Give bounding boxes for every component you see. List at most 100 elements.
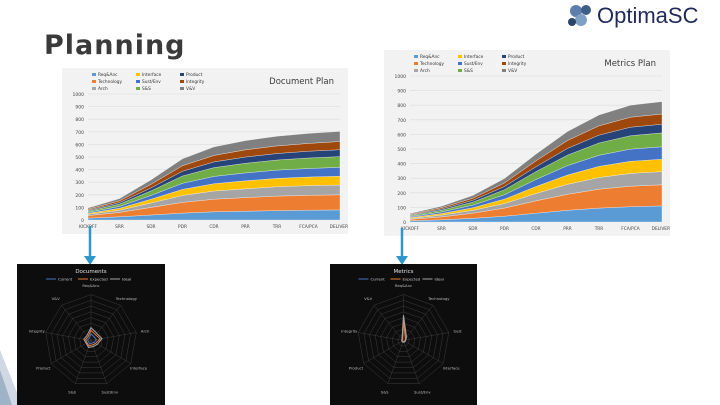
y-tick-label: 400 — [75, 168, 84, 174]
legend-swatch — [458, 69, 462, 72]
radar-axis-label: V&V — [364, 296, 373, 301]
y-tick-label: 400 — [397, 162, 406, 168]
radar-spoke — [403, 332, 449, 341]
legend-swatch — [502, 62, 506, 65]
y-tick-label: 300 — [75, 180, 84, 186]
legend-label: Req&Anc — [420, 54, 440, 60]
radar-spoke — [403, 340, 420, 384]
radar-axis-label: Product — [36, 366, 51, 371]
radar-axis-label: Sust/Env — [414, 390, 431, 395]
chart-title: Document Plan — [269, 77, 334, 87]
radar-spoke — [358, 332, 404, 341]
legend-swatch — [414, 62, 418, 65]
radar-series-ideal — [83, 326, 103, 348]
radar-spoke — [387, 340, 404, 384]
radar-spoke — [363, 340, 404, 364]
x-tick-label: PRR — [563, 226, 572, 232]
y-tick-label: 1000 — [395, 74, 407, 80]
logo-text: OptimaSC — [597, 3, 699, 28]
radar-grid-ring — [386, 323, 421, 357]
x-tick-label: TRR — [594, 226, 604, 232]
legend-swatch — [136, 80, 140, 83]
x-tick-label: TRR — [272, 224, 282, 230]
x-tick-label: PRR — [241, 224, 250, 230]
legend-swatch — [92, 80, 96, 83]
radar-legend-label: Expected — [90, 277, 108, 282]
radar-grid-ring — [85, 334, 97, 347]
radar-grid-ring — [56, 305, 126, 374]
y-tick-label: 900 — [75, 105, 84, 111]
legend-label: Interface — [464, 54, 484, 60]
legend-label: V&V — [186, 86, 195, 92]
y-tick-label: 500 — [75, 155, 84, 161]
logo-mark-icon — [568, 5, 591, 26]
legend-label: Product — [508, 54, 525, 60]
legend-swatch — [502, 69, 506, 72]
radar-grid-ring — [397, 334, 410, 347]
radar-spoke — [90, 332, 137, 341]
radar-axis-label: Technology — [115, 296, 138, 301]
legend-label: Technology — [97, 79, 123, 85]
radar-spoke — [403, 340, 444, 364]
legend-swatch — [180, 87, 184, 90]
y-tick-label: 700 — [397, 118, 406, 124]
y-tick-label: 300 — [397, 176, 406, 182]
radar-grid-ring — [62, 311, 120, 368]
legend-label: Arch — [98, 86, 108, 92]
legend-label: Interface — [142, 72, 162, 78]
slide-edge-decoration — [0, 350, 22, 405]
radar-axis-label: Integrity — [341, 328, 358, 333]
radar-grid-ring — [68, 317, 114, 363]
x-tick-label: PDR — [500, 226, 509, 232]
y-tick-label: 0 — [403, 220, 406, 226]
y-tick-label: 900 — [397, 89, 406, 95]
radar-grid-ring — [380, 317, 427, 363]
x-tick-label: FCA/PCA — [299, 224, 317, 230]
legend-label: Sust/Env — [464, 61, 483, 67]
x-tick-label: SDR — [146, 224, 155, 230]
y-tick-label: 500 — [397, 147, 406, 153]
y-tick-label: 800 — [75, 117, 84, 123]
radar-title: Metrics — [394, 269, 414, 275]
radar-grid-ring — [45, 294, 137, 384]
legend-swatch — [458, 62, 462, 65]
x-tick-label: FCA/PCA — [621, 226, 639, 232]
radar-axis-label: S&S — [381, 390, 389, 395]
metrics-radar-chart: Metrics Current Expected Ideal Req&Anc Techno… — [330, 264, 477, 405]
radar-spoke — [61, 305, 92, 341]
radar-legend-label: Ideal — [122, 277, 131, 282]
slide-title: Planning — [44, 30, 186, 61]
metrics-connector-arrow — [396, 228, 408, 265]
legend-swatch — [502, 55, 506, 58]
x-tick-label: CDR — [531, 226, 540, 232]
radar-grid-ring — [51, 300, 131, 379]
legend-label: V&V — [508, 68, 517, 74]
x-tick-label: SRR — [437, 226, 446, 232]
radar-spoke — [90, 340, 107, 384]
metrics-plan-chart: 0 100 200 300 400 500 600 700 800 900 1000 KICKOFF S… — [384, 50, 670, 236]
radar-legend-label: Ideal — [435, 277, 444, 282]
radar-axis-label: Product — [349, 366, 364, 371]
radar-axis-label: Sust/Env — [101, 390, 118, 395]
radar-spoke — [51, 340, 92, 364]
area-series-v-v — [87, 131, 341, 210]
x-tick-label: DELIVERY — [652, 226, 670, 232]
legend-label: Technology — [419, 61, 445, 67]
radar-grid-ring — [73, 323, 109, 357]
x-tick-label: KICKOFF — [401, 226, 420, 232]
legend-label: Integrity — [508, 61, 527, 67]
y-tick-label: 200 — [397, 191, 406, 197]
legend-label: Sust/Env — [142, 79, 161, 85]
radar-grid-ring — [391, 328, 416, 352]
radar-spoke — [403, 305, 434, 341]
chart-title: Metrics Plan — [604, 59, 656, 69]
legend-swatch — [92, 87, 96, 90]
y-tick-label: 600 — [75, 142, 84, 148]
radar-grid-ring — [369, 305, 438, 374]
radar-axis-label: Req&Anc — [82, 283, 99, 288]
y-tick-label: 100 — [75, 205, 84, 211]
radar-series-ideal — [401, 315, 408, 343]
legend-label: S&S — [464, 68, 473, 74]
document-connector-arrow — [84, 226, 96, 265]
